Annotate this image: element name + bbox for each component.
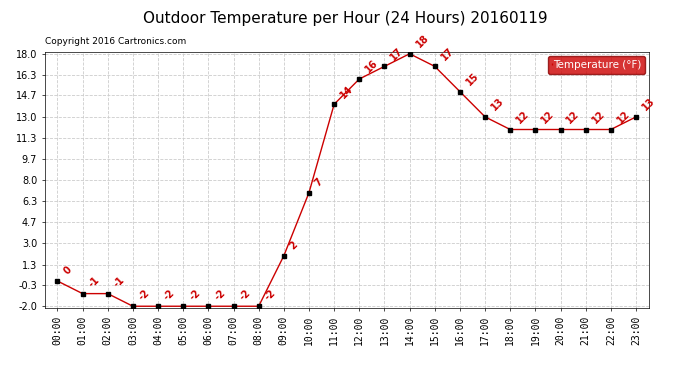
Text: 12: 12 [615, 109, 631, 125]
Text: 12: 12 [540, 109, 556, 125]
Text: 16: 16 [364, 58, 380, 75]
Text: 7: 7 [313, 177, 325, 189]
Text: 13: 13 [640, 96, 657, 113]
Text: Outdoor Temperature per Hour (24 Hours) 20160119: Outdoor Temperature per Hour (24 Hours) … [143, 11, 547, 26]
Text: 13: 13 [489, 96, 506, 113]
Text: -2: -2 [162, 287, 177, 302]
Text: Copyright 2016 Cartronics.com: Copyright 2016 Cartronics.com [45, 38, 186, 46]
Text: -2: -2 [237, 287, 253, 302]
Text: 17: 17 [439, 46, 455, 62]
Text: 0: 0 [61, 265, 73, 277]
Legend: Temperature (°F): Temperature (°F) [548, 56, 645, 74]
Text: -1: -1 [112, 275, 126, 290]
Text: 2: 2 [288, 240, 300, 252]
Text: 17: 17 [388, 46, 405, 62]
Text: 14: 14 [338, 84, 355, 100]
Text: 15: 15 [464, 71, 481, 87]
Text: 12: 12 [564, 109, 582, 125]
Text: -2: -2 [213, 287, 227, 302]
Text: 12: 12 [590, 109, 607, 125]
Text: -2: -2 [263, 287, 277, 302]
Text: -2: -2 [137, 287, 152, 302]
Text: 12: 12 [515, 109, 531, 125]
Text: -2: -2 [188, 287, 202, 302]
Text: 18: 18 [414, 33, 431, 50]
Text: -1: -1 [87, 275, 101, 290]
